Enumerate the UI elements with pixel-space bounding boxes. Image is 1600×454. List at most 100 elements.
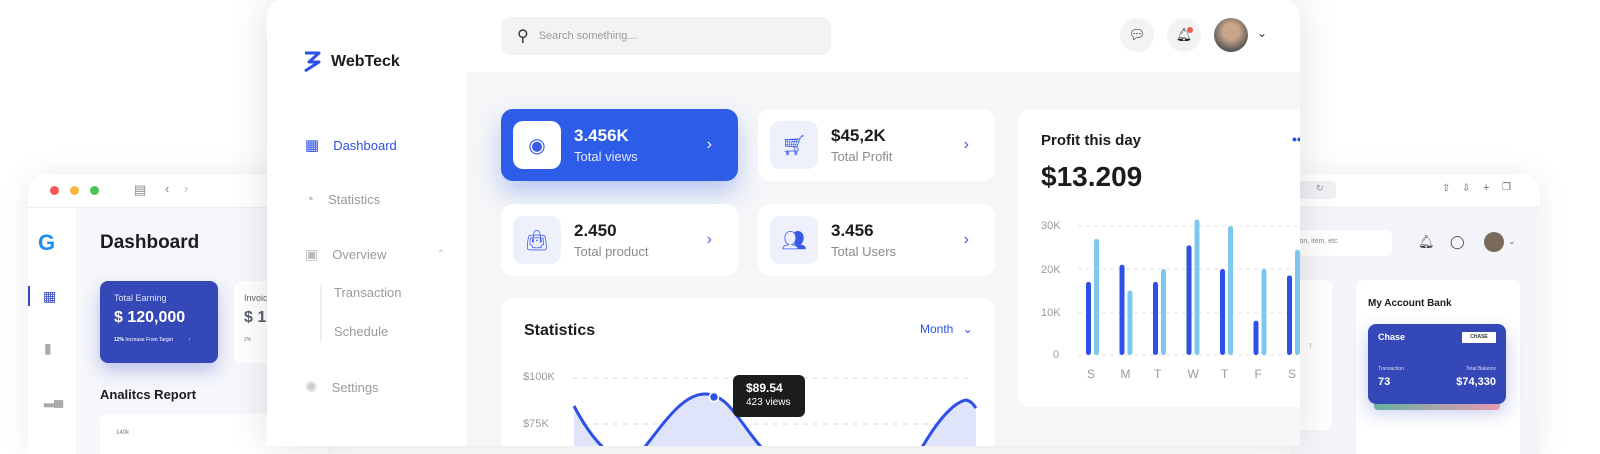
bell-icon[interactable]: 🔔︎: [1167, 18, 1201, 52]
minimize-dot[interactable]: [70, 186, 79, 195]
pie-icon: ◔: [305, 191, 315, 208]
chevron-right-icon[interactable]: ›: [963, 136, 969, 153]
y-tick: 20K: [1041, 264, 1061, 276]
share-icon[interactable]: ⇧: [1442, 183, 1451, 194]
bank-card[interactable]: Chase CHASE Transaction 73 Total Balance…: [1368, 324, 1506, 404]
sidebar-toggle-icon[interactable]: ▤: [134, 182, 147, 197]
earning-pct: 12%: [114, 337, 125, 343]
chevron-up-icon[interactable]: ⌃: [436, 249, 445, 260]
grid-icon[interactable]: ▦: [43, 288, 57, 304]
sidebar-item-statistics[interactable]: ◔ Statistics: [305, 191, 380, 208]
tooltip: $89.54 423 views: [733, 375, 805, 417]
x-tick: S: [1087, 367, 1096, 381]
bar-series-b: [1261, 269, 1267, 355]
bag-icon: 👜︎: [513, 216, 561, 264]
avatar[interactable]: [1214, 18, 1248, 52]
sidebar-item-label: Overview: [332, 247, 387, 262]
series-line: [921, 398, 978, 446]
bar-series-b: [1194, 219, 1200, 355]
tooltip-value: $89.54: [746, 381, 783, 395]
search-placeholder: Search something...: [538, 30, 637, 42]
chevron-right-icon[interactable]: ›: [706, 136, 712, 153]
card-stack: [1374, 404, 1500, 410]
chat-icon[interactable]: ◯: [1450, 234, 1465, 249]
y-tick: 0: [1053, 349, 1060, 361]
main-window: WebTeck ▦ Dashboard ◔ Statistics ▣ Overview…: [267, 0, 1300, 446]
search-input[interactable]: tion, item, etc: [1290, 230, 1392, 256]
x-tick: W: [1187, 367, 1199, 381]
bar-series-a: [1287, 275, 1292, 355]
stat-card-total-views[interactable]: ◉ 3.456K Total views ›: [501, 109, 738, 181]
chevron-down-icon[interactable]: ⌄: [1508, 236, 1516, 246]
statistics-line-chart: [572, 377, 978, 446]
period-dropdown[interactable]: Month ⌄: [920, 322, 973, 336]
new-tab-icon[interactable]: +: [1483, 182, 1490, 194]
avatar[interactable]: [1484, 232, 1504, 252]
bar-series-b: [1161, 269, 1166, 355]
logo-icon: G: [38, 230, 56, 255]
sidebar-item-label: Schedule: [334, 324, 389, 339]
back-icon[interactable]: ‹: [165, 181, 170, 196]
total-earning-card[interactable]: Total Earning $ 120,000 12% Increase Fro…: [100, 281, 218, 363]
file-icon[interactable]: ▮: [44, 340, 52, 356]
active-indicator: [28, 286, 30, 306]
area-fill: [922, 400, 976, 446]
earning-value: $ 120,000: [114, 309, 186, 326]
sidebar-item-dashboard[interactable]: ▦ Dashboard: [305, 136, 397, 154]
tabs-icon[interactable]: ❐: [1502, 182, 1511, 193]
axis-tick: 140k: [116, 430, 130, 436]
balance-label: Total Balance: [1465, 366, 1496, 372]
gear-icon: ✺: [305, 379, 318, 396]
bar-series-a: [1220, 269, 1225, 355]
stat-card-total-users[interactable]: 👥︎ 3.456 Total Users ›: [758, 204, 995, 276]
sidebar-item-schedule[interactable]: Schedule: [334, 324, 388, 339]
chat-icon[interactable]: 💬︎: [1120, 18, 1154, 52]
sidebar-item-overview[interactable]: ▣ Overview ⌃: [305, 246, 445, 263]
sidebar-item-transaction[interactable]: Transaction: [334, 285, 401, 300]
x-tick: S: [1288, 367, 1297, 381]
search-icon: ⚲: [517, 28, 529, 45]
tooltip-views: 423 views: [746, 397, 791, 408]
stat-value: 2.450: [574, 221, 617, 240]
chevron-right-icon[interactable]: ›: [963, 231, 969, 248]
stat-value: $45,2K: [831, 126, 886, 145]
bank-logo: CHASE: [1462, 332, 1496, 343]
grid-icon: ▦: [305, 137, 320, 154]
chevron-right-icon[interactable]: ›: [706, 231, 712, 248]
download-icon[interactable]: ⇩: [1462, 183, 1471, 194]
forward-icon[interactable]: ›: [184, 181, 189, 196]
close-dot[interactable]: [50, 186, 59, 195]
profit-value: $13.209: [1041, 161, 1143, 192]
x-tick: M: [1120, 367, 1131, 381]
stat-card-total-profit[interactable]: 🛒︎ $45,2K Total Profit ›: [758, 109, 995, 181]
reload-icon[interactable]: ↻: [1316, 183, 1324, 193]
profit-title: Profit this day: [1041, 132, 1142, 149]
analytics-title: Analitcs Report: [100, 387, 197, 402]
sidebar-item-label: Statistics: [328, 192, 381, 207]
chevron-down-icon[interactable]: ⌄: [1257, 26, 1268, 40]
bank-title: My Account Bank: [1368, 298, 1452, 309]
address-bar[interactable]: ↻: [1290, 181, 1336, 199]
stat-card-total-product[interactable]: 👜︎ 2.450 Total product ›: [501, 204, 738, 276]
background-window-right: ↻ ⇧ ⇩ + ❐ tion, item, etc 🔔︎ ◯ ⌄ ↑ My Ac…: [1290, 174, 1540, 454]
sidebar-item-label: Transaction: [334, 285, 402, 300]
search-input[interactable]: ⚲ Search something...: [501, 17, 831, 55]
stat-value: 3.456K: [574, 126, 629, 145]
maximize-dot[interactable]: [90, 186, 99, 195]
sidebar-item-settings[interactable]: ✺ Settings: [305, 378, 379, 396]
bar-series-a: [1253, 320, 1259, 355]
invoice-pct: 2%: [244, 337, 252, 343]
period-label: Month: [920, 322, 954, 336]
chart-icon[interactable]: ▂▄: [44, 392, 64, 407]
bell-icon[interactable]: 🔔︎: [1418, 234, 1435, 249]
bar-series-b: [1228, 226, 1233, 355]
stat-label: Total Users: [831, 244, 897, 259]
earning-note: Increase From Target: [125, 337, 173, 343]
bar-series-a: [1119, 264, 1125, 355]
stat-value: 3.456: [831, 221, 874, 240]
stat-label: Total Profit: [831, 149, 893, 164]
more-icon[interactable]: ••: [1292, 131, 1300, 147]
y-tick: $100K: [523, 371, 555, 383]
chevron-down-icon: ⌄: [962, 322, 973, 336]
x-tick: T: [1154, 367, 1162, 381]
